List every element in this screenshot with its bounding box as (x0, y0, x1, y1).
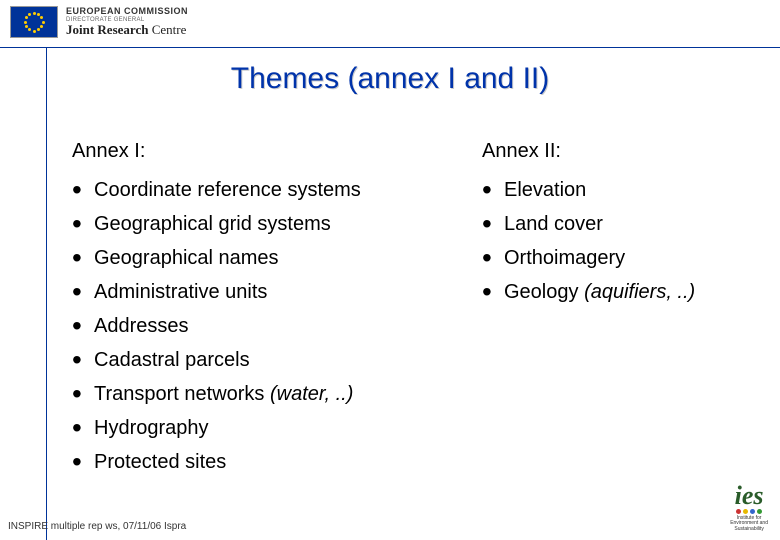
ies-dots-icon (736, 509, 762, 514)
list-item: Coordinate reference systems (72, 173, 482, 207)
header: EUROPEAN COMMISSION DIRECTORATE GENERAL … (10, 6, 188, 38)
list-item: Geology (aquifiers, ..) (482, 275, 752, 309)
list-item: Cadastral parcels (72, 343, 482, 377)
ec-label: EUROPEAN COMMISSION (66, 7, 188, 17)
list-item: Protected sites (72, 445, 482, 479)
footer-text: INSPIRE multiple rep ws, 07/11/06 Ispra (8, 521, 186, 532)
list-item: Elevation (482, 173, 752, 207)
list-item: Addresses (72, 309, 482, 343)
ies-mark: ies (735, 486, 764, 507)
vertical-rule (46, 47, 47, 540)
list-item: Geographical grid systems (72, 207, 482, 241)
list-item: Transport networks (water, ..) (72, 377, 482, 411)
annex1-heading: Annex I: (72, 140, 482, 163)
jrc-label: Joint Research Centre (66, 23, 188, 37)
annex1-list: Coordinate reference systemsGeographical… (72, 173, 482, 479)
header-text: EUROPEAN COMMISSION DIRECTORATE GENERAL … (66, 7, 188, 38)
content: Annex I: Coordinate reference systemsGeo… (72, 140, 760, 479)
ies-subtitle: Institute forEnvironment andSustainabili… (730, 516, 768, 533)
horizontal-rule (0, 47, 780, 48)
sidebar-brand: Joint Research Centre (0, 306, 4, 512)
annex1-column: Annex I: Coordinate reference systemsGeo… (72, 140, 482, 479)
eu-flag-icon (10, 6, 58, 38)
page-title: Themes (annex I and II) (0, 62, 780, 96)
list-item: Orthoimagery (482, 241, 752, 275)
list-item: Administrative units (72, 275, 482, 309)
annex2-column: Annex II: ElevationLand coverOrthoimager… (482, 140, 752, 479)
ies-logo: ies Institute forEnvironment andSustaina… (730, 486, 768, 532)
annex2-list: ElevationLand coverOrthoimageryGeology (… (482, 173, 752, 309)
list-item: Land cover (482, 207, 752, 241)
list-item: Hydrography (72, 411, 482, 445)
list-item: Geographical names (72, 241, 482, 275)
annex2-heading: Annex II: (482, 140, 752, 163)
